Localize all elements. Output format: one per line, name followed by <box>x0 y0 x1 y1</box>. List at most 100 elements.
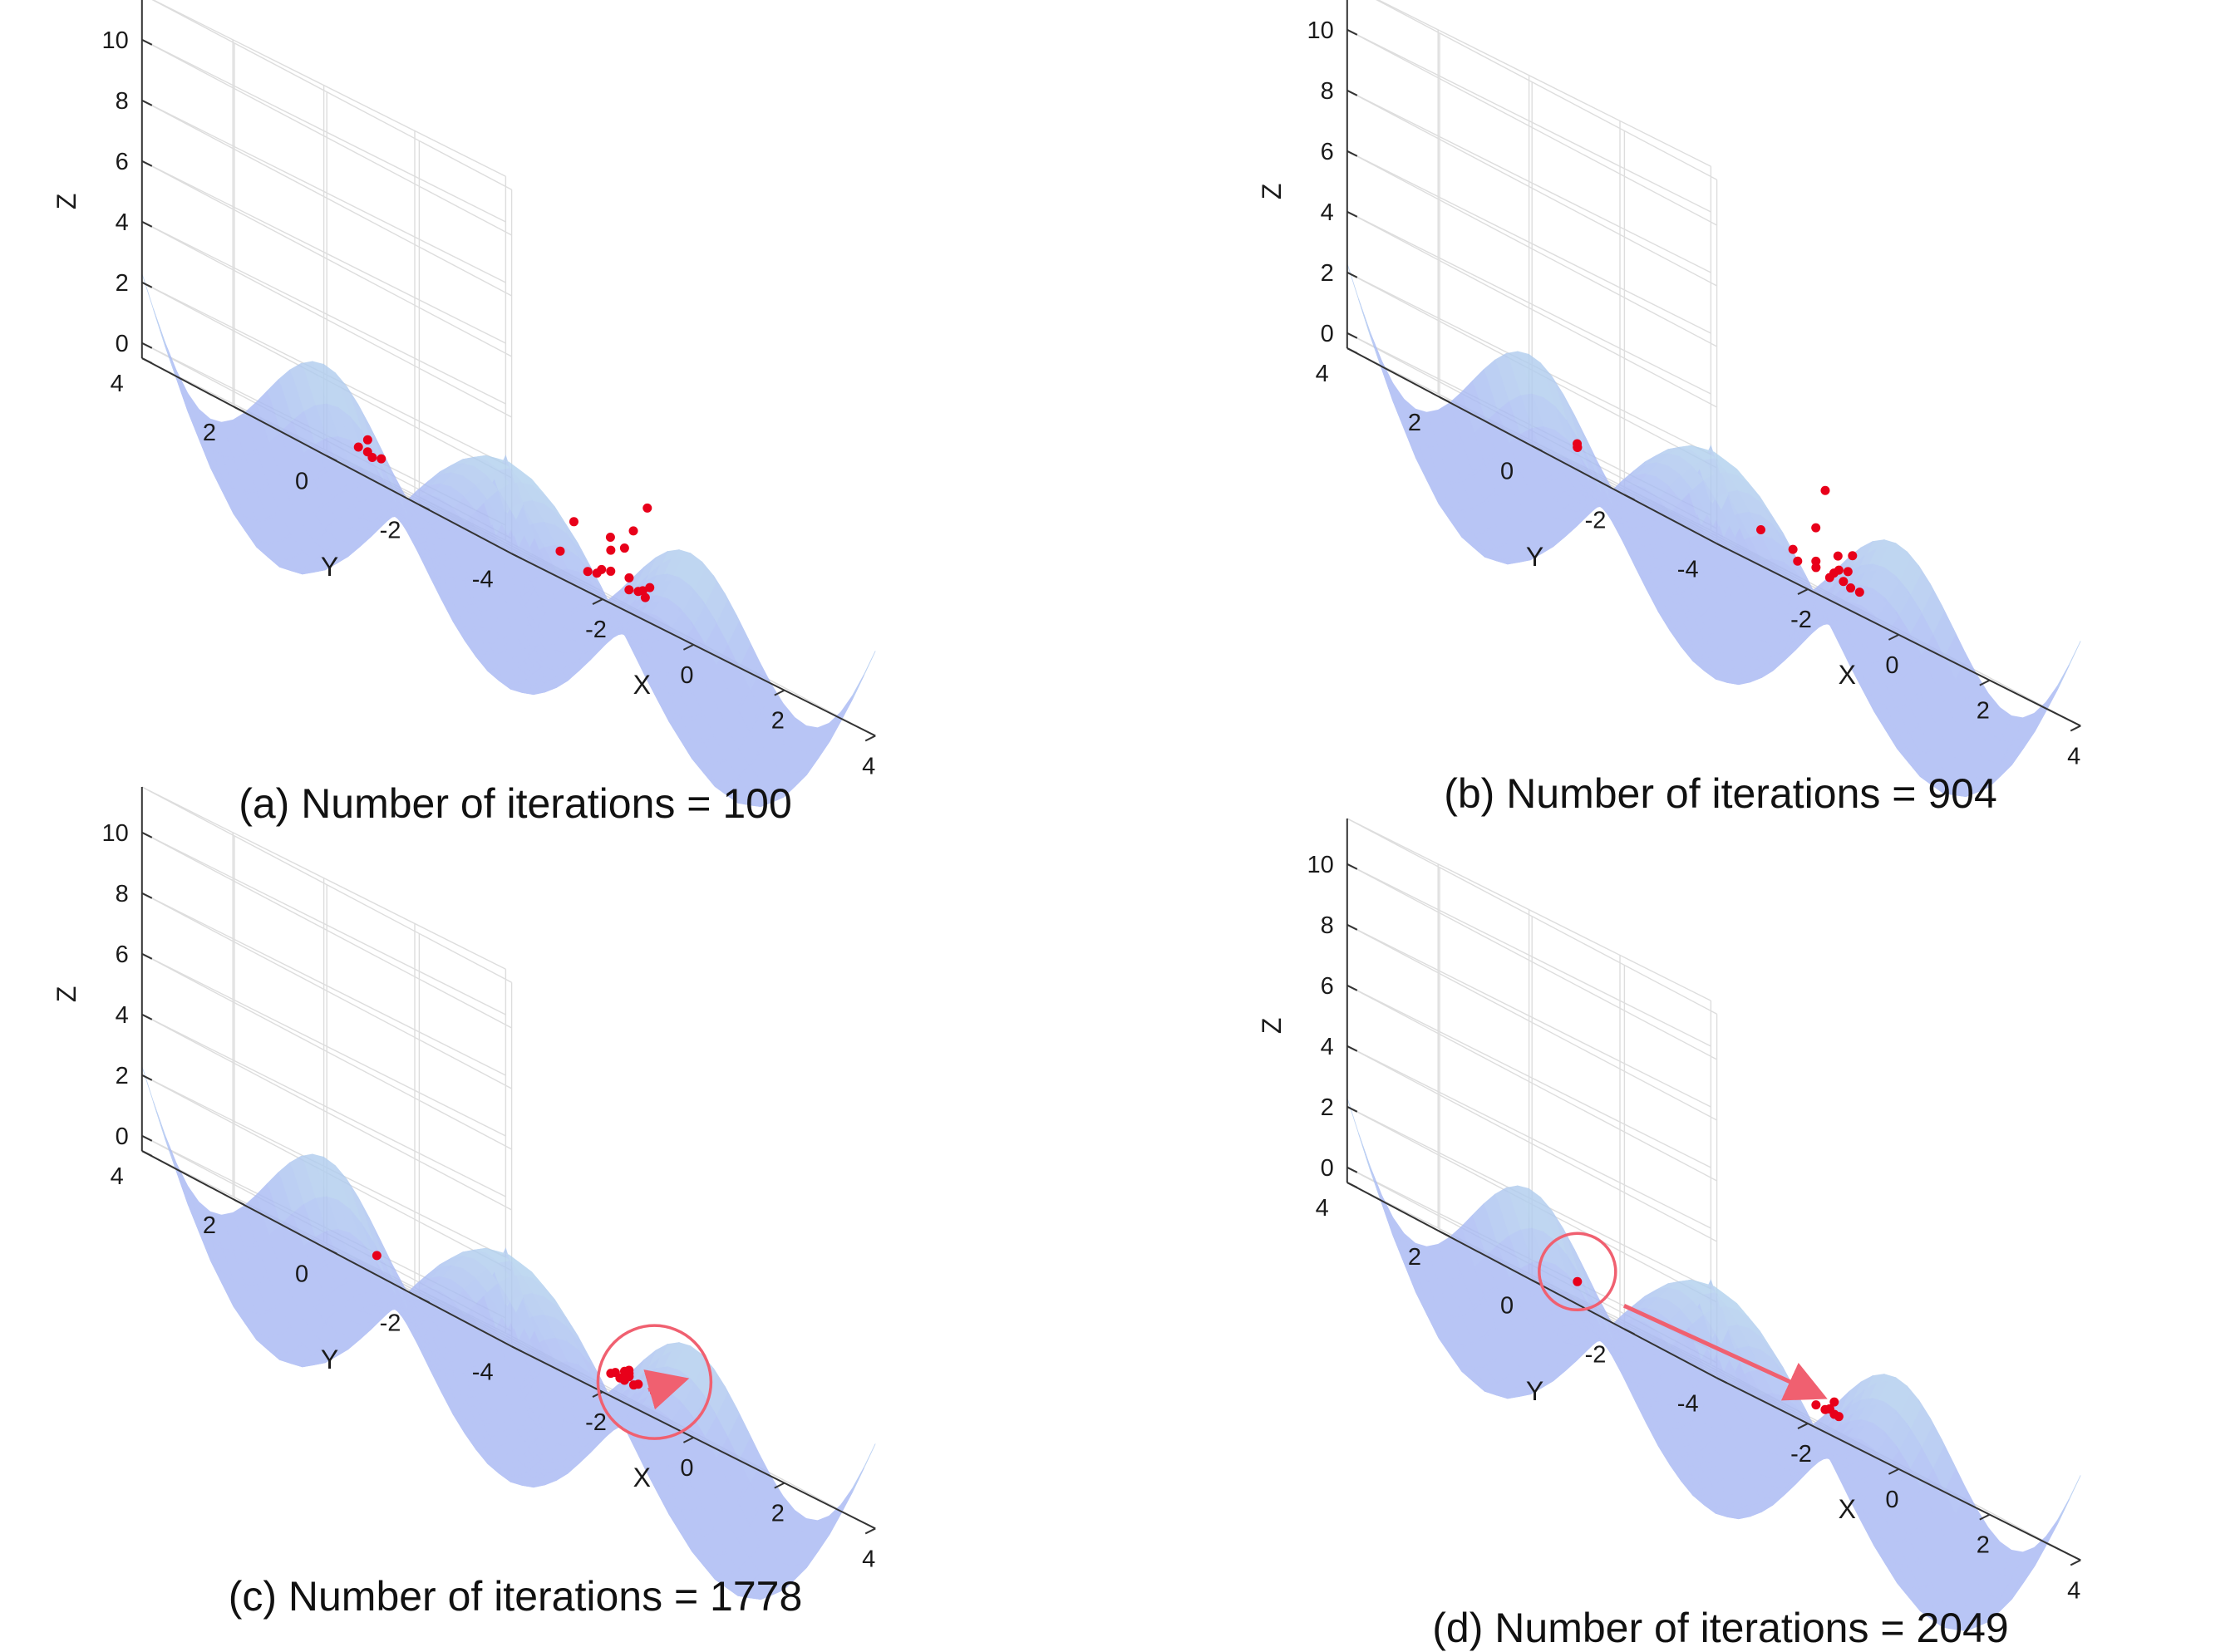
wall-gridline <box>1346 1045 1711 1229</box>
y-tick <box>234 1198 245 1206</box>
z-tick-label: 4 <box>1321 1034 1334 1060</box>
wall-gridline <box>141 39 506 223</box>
caption-a: (a) Number of iterations = 100 <box>239 780 792 827</box>
particle-point <box>1793 556 1803 566</box>
particle-point <box>640 592 650 602</box>
y-tick-label: -2 <box>1585 1341 1607 1368</box>
x-tick <box>774 689 785 696</box>
wall-gridline <box>141 100 512 297</box>
wall-gridline <box>1346 150 1717 347</box>
x-tick-label: 0 <box>1885 1487 1898 1513</box>
z-tick-label: 2 <box>116 1063 129 1089</box>
wall-gridline <box>141 221 512 418</box>
particle-point <box>592 568 602 578</box>
z-tick <box>141 952 153 960</box>
z-tick-label: 10 <box>1307 17 1334 44</box>
caption-b: (b) Number of iterations = 904 <box>1444 770 1997 817</box>
z-tick <box>1346 923 1358 931</box>
wall-gridline <box>1346 150 1711 334</box>
z-tick-label: 2 <box>1321 260 1334 287</box>
z-tick <box>1346 89 1358 96</box>
x-tick <box>682 643 694 651</box>
particle-point <box>1829 568 1839 578</box>
particle-point <box>1811 556 1821 566</box>
z-tick-label: 6 <box>116 149 129 175</box>
particle-point <box>606 566 616 576</box>
particle-point <box>1833 551 1843 561</box>
z-axis-label: Z <box>52 194 81 210</box>
x-tick <box>1797 1423 1809 1429</box>
axes-c: 10 8 6 4 2 0 4 2 0 -2 -4 -2 0 2 4 Z Y X <box>52 786 876 1600</box>
wall-gridline <box>1346 90 1717 287</box>
z-tick-label: 0 <box>116 331 129 357</box>
wall-gridline <box>1346 90 1711 273</box>
z-tick <box>1346 332 1358 339</box>
y-axis-line <box>141 1150 513 1348</box>
x-tick <box>1797 588 1809 595</box>
surface-plot-d: 10 8 6 4 2 0 4 2 0 -2 -4 -2 0 2 4 Z Y X <box>1257 818 2081 1632</box>
axes-d: 10 8 6 4 2 0 4 2 0 -2 -4 -2 0 2 4 Z Y X <box>1257 818 2081 1632</box>
particle-point <box>1811 1400 1821 1410</box>
surface-facet <box>1346 1097 1371 1170</box>
y-tick-label: 2 <box>203 1212 216 1239</box>
particle-point <box>1820 485 1830 495</box>
particle-point <box>633 1379 643 1389</box>
z-tick-label: 4 <box>116 209 129 236</box>
caption-c: (c) Number of iterations = 1778 <box>228 1573 803 1620</box>
y-tick <box>1716 543 1728 550</box>
y-tick <box>1623 1328 1635 1335</box>
wall-gridline <box>1346 211 1717 408</box>
x-tick-label: 4 <box>862 1546 875 1572</box>
particle-point <box>362 435 372 445</box>
z-axis-label: Z <box>1257 184 1287 200</box>
y-axis-line <box>1346 1182 1718 1379</box>
wall-gridline <box>1346 985 1711 1168</box>
x-tick-label: 0 <box>1885 652 1898 679</box>
z-tick <box>1346 28 1358 36</box>
x-tick-label: 0 <box>680 1455 693 1482</box>
axes-a: 10 8 6 4 2 0 4 2 0 -2 -4 -2 0 2 4 Z Y X <box>52 0 876 808</box>
y-tick <box>418 504 430 511</box>
z-tick <box>141 1013 153 1020</box>
z-tick <box>141 220 153 228</box>
z-tick <box>141 1134 153 1142</box>
x-axis-label: X <box>1839 660 1856 690</box>
wall-gridline <box>151 0 512 190</box>
particle-point <box>628 526 638 536</box>
particle-point <box>1756 525 1765 534</box>
annotation-circle <box>596 1324 713 1440</box>
particle-point <box>1811 523 1821 533</box>
x-tick-label: 2 <box>771 708 785 735</box>
wall-gridline <box>141 953 506 1137</box>
particle-point <box>377 454 386 464</box>
surface-facet <box>1346 263 1371 336</box>
wall-gridline <box>141 892 506 1076</box>
wall-gridline <box>141 832 506 1015</box>
particle-point <box>606 545 616 555</box>
particle-point <box>1846 583 1856 593</box>
x-tick-label: 2 <box>771 1501 785 1527</box>
wall-gridline <box>1346 1045 1717 1242</box>
x-tick <box>774 1482 785 1489</box>
particles-c <box>372 1251 659 1397</box>
particle-point <box>638 586 647 596</box>
z-tick <box>1346 1105 1358 1113</box>
surface-c <box>141 1065 876 1600</box>
y-tick-label: 4 <box>1316 361 1329 387</box>
y-tick-label: -4 <box>1677 556 1699 583</box>
wall-gridline <box>1346 211 1711 395</box>
x-tick-label: 2 <box>1977 1532 1990 1559</box>
particle-point <box>1788 544 1798 554</box>
wall-gridline <box>141 786 506 970</box>
x-tick-label: -2 <box>585 617 607 643</box>
x-tick <box>1979 679 1991 686</box>
wall-gridline <box>141 100 506 283</box>
z-tick <box>141 38 153 46</box>
particle-point <box>619 543 629 553</box>
y-tick-label: -2 <box>380 1310 401 1336</box>
y-tick-label: 0 <box>1500 459 1514 485</box>
particles-a <box>353 435 655 602</box>
subplot-a: 10 8 6 4 2 0 4 2 0 -2 -4 -2 0 2 4 Z Y X (a) Number of ite… <box>25 0 1105 827</box>
wall-gridline <box>141 221 506 405</box>
surface-facet <box>141 1065 165 1138</box>
